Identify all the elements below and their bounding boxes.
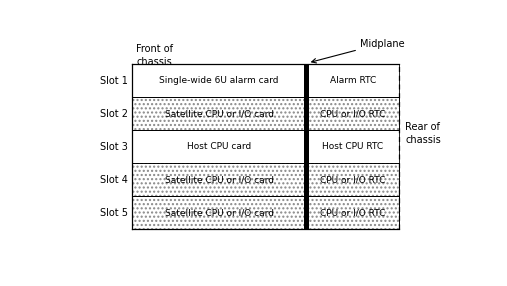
- Bar: [132, 97, 306, 130]
- Bar: [132, 64, 306, 97]
- Bar: [132, 163, 306, 196]
- Text: Slot 2: Slot 2: [100, 109, 128, 119]
- Bar: [306, 97, 400, 130]
- Text: Host CPU RTC: Host CPU RTC: [322, 142, 383, 151]
- Bar: [132, 196, 306, 229]
- Bar: [306, 163, 400, 196]
- Bar: [306, 196, 400, 229]
- Bar: [132, 163, 306, 196]
- Text: CPU or I/O RTC: CPU or I/O RTC: [320, 175, 385, 184]
- Text: Satellite CPU or I/O card: Satellite CPU or I/O card: [165, 175, 274, 184]
- Text: Midplane: Midplane: [360, 39, 405, 49]
- Text: Slot 1: Slot 1: [100, 76, 128, 86]
- Text: Host CPU card: Host CPU card: [187, 142, 251, 151]
- Bar: [132, 130, 306, 163]
- Text: Front of
chassis: Front of chassis: [136, 44, 173, 67]
- Bar: [306, 163, 400, 196]
- Bar: [306, 196, 400, 229]
- Bar: [304, 64, 309, 229]
- Text: Alarm RTC: Alarm RTC: [330, 76, 376, 85]
- Text: Rear of
chassis: Rear of chassis: [405, 122, 441, 145]
- Bar: [132, 196, 306, 229]
- Bar: [306, 130, 400, 163]
- Text: Slot 3: Slot 3: [100, 142, 128, 152]
- Text: Slot 4: Slot 4: [100, 175, 128, 185]
- Bar: [132, 196, 306, 229]
- Bar: [306, 163, 400, 196]
- Bar: [132, 163, 306, 196]
- Bar: [306, 97, 400, 130]
- Text: Satellite CPU or I/O card: Satellite CPU or I/O card: [165, 208, 274, 217]
- Text: CPU or I/O RTC: CPU or I/O RTC: [320, 109, 385, 118]
- Text: CPU or I/O RTC: CPU or I/O RTC: [320, 208, 385, 217]
- Text: Satellite CPU or I/O card: Satellite CPU or I/O card: [165, 109, 274, 118]
- Bar: [306, 196, 400, 229]
- Bar: [132, 97, 306, 130]
- Bar: [306, 64, 400, 97]
- Bar: [132, 97, 306, 130]
- Bar: [306, 97, 400, 130]
- Text: Single-wide 6U alarm card: Single-wide 6U alarm card: [159, 76, 279, 85]
- Text: Slot 5: Slot 5: [100, 208, 128, 218]
